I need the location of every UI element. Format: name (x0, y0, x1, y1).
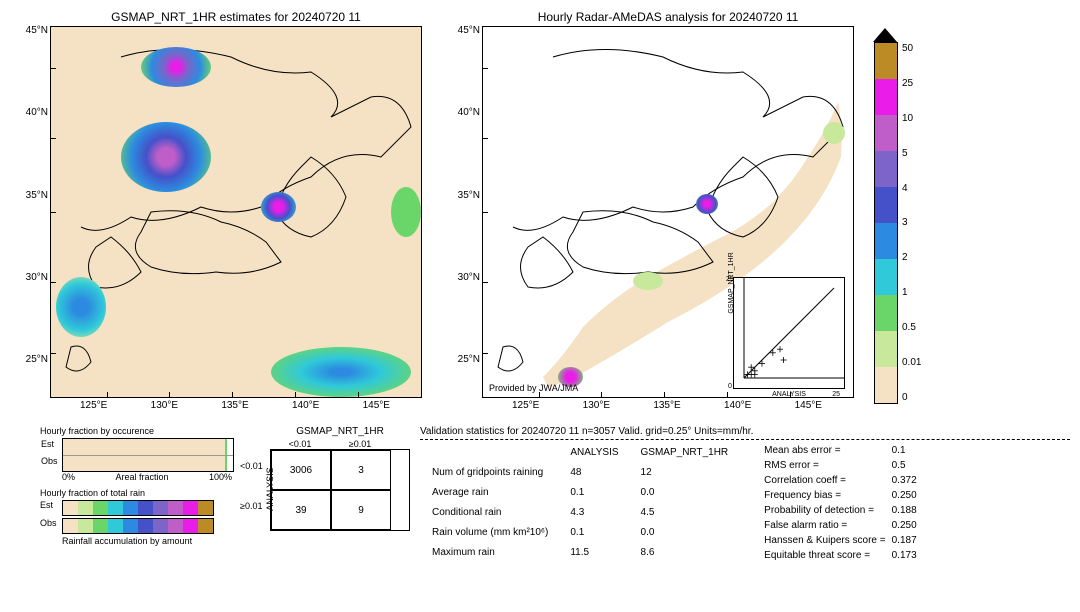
cont-cell: 39 (271, 490, 331, 530)
precip-blob (141, 47, 211, 87)
colorbar-labels: 502510543210.50.010 (902, 43, 921, 403)
row-label: Est (41, 439, 54, 449)
validation-right-table: Mean abs error =0.1RMS error =0.5Correla… (760, 442, 920, 564)
fraction-panels: Hourly fraction by occurence Est Obs 0% … (40, 426, 240, 564)
row-label: ≥0.01 (240, 501, 262, 511)
left-map-box (50, 26, 422, 398)
col-header: ANALYSIS (560, 444, 628, 462)
col-header: GSMAP_NRT_1HR (631, 444, 739, 462)
rainfall-accum-bars: Est Obs (62, 500, 240, 534)
contingency-cells: 3006 3 39 9 (270, 449, 410, 531)
top-map-row: GSMAP_NRT_1HR estimates for 20240720 11 (10, 10, 1070, 411)
map-coastlines (51, 27, 421, 397)
fraction-occurrence-bars: Est Obs (62, 438, 234, 472)
divider (420, 439, 1070, 440)
precip-blob (261, 192, 296, 222)
tick-label: 30°N (26, 272, 48, 283)
tick-label: 45°N (26, 25, 48, 36)
rainfall-obs-bar (62, 518, 214, 534)
tick-label: 135°E (221, 400, 248, 411)
axis-label: Areal fraction (115, 472, 168, 482)
rainfall-est-bar (62, 500, 214, 516)
tick-label: 130°E (151, 400, 178, 411)
left-map-title: GSMAP_NRT_1HR estimates for 20240720 11 (50, 10, 422, 24)
bottom-row: Hourly fraction by occurence Est Obs 0% … (10, 426, 1070, 564)
precip-blob (271, 347, 411, 397)
row-label: <0.01 (240, 461, 263, 471)
lon-ticks (51, 391, 421, 397)
precip-blob (121, 122, 211, 192)
rainfall-accum-title: Rainfall accumulation by amount (62, 536, 240, 546)
tick-label: 140°E (724, 400, 751, 411)
contingency-table: GSMAP_NRT_1HR <0.01 ≥0.01 ANALYSIS <0.01… (270, 426, 410, 564)
row-label: Obs (41, 456, 58, 466)
inset-ylabel: GSMAP_NRT_1HR (728, 233, 735, 333)
colorbar: 502510543210.50.010 (874, 28, 924, 411)
right-map-panel: Hourly Radar-AMeDAS analysis for 2024072… (482, 10, 854, 411)
validation-left-table: ANALYSIS GSMAP_NRT_1HR Num of gridpoints… (420, 442, 740, 564)
tick-label: 45°N (458, 25, 480, 36)
precip-blob (696, 194, 718, 214)
axis-label: 0% (62, 472, 75, 482)
lon-ticks (483, 391, 853, 397)
cont-cell: 3 (331, 450, 391, 490)
inset-ytick-max: 25 (726, 276, 734, 283)
col-label: <0.01 (270, 439, 330, 449)
tick-label: 35°N (26, 190, 48, 201)
contingency-col-headers: <0.01 ≥0.01 (270, 439, 410, 449)
precip-blob (823, 122, 845, 144)
scatter-svg (734, 278, 844, 388)
precip-blob (633, 272, 663, 290)
row-label: Obs (40, 518, 57, 528)
left-map-panel: GSMAP_NRT_1HR estimates for 20240720 11 (50, 10, 422, 411)
contingency-side-title: ANALYSIS (265, 449, 275, 529)
tick-label: 25°N (26, 354, 48, 365)
fraction-axis: 0% Areal fraction 100% (62, 472, 232, 482)
fraction-total-title: Hourly fraction of total rain (40, 488, 240, 498)
right-map-lat-axis: 45°N 40°N 35°N 30°N 25°N (444, 10, 480, 380)
tick-label: 125°E (512, 400, 539, 411)
inset-scatter: GSMAP_NRT_1HR ANALYSIS 25 0 25 (733, 277, 845, 389)
precip-blob (56, 277, 106, 337)
right-map-box: Provided by JWA/JMA GSMAP_NRT_1HR ANALYS… (482, 26, 854, 398)
tick-label: 145°E (795, 400, 822, 411)
est-bar (63, 439, 227, 455)
tick-label: 135°E (653, 400, 680, 411)
contingency-title: GSMAP_NRT_1HR (270, 426, 410, 437)
obs-bar (63, 456, 227, 472)
inset-ytick-min: 0 (728, 383, 732, 390)
tick-label: 30°N (458, 272, 480, 283)
right-map-title: Hourly Radar-AMeDAS analysis for 2024072… (482, 10, 854, 24)
lat-ticks (51, 27, 57, 397)
tick-label: 125°E (80, 400, 107, 411)
cont-cell: 3006 (271, 450, 331, 490)
axis-label: 100% (209, 472, 232, 482)
cont-cell: 9 (331, 490, 391, 530)
tick-label: 40°N (26, 107, 48, 118)
left-map-lon-axis: 125°E 130°E 135°E 140°E 145°E (50, 398, 420, 411)
tick-label: 40°N (458, 107, 480, 118)
tick-label: 140°E (292, 400, 319, 411)
validation-stats: Validation statistics for 20240720 11 n=… (420, 426, 1070, 564)
colorbar-gradient (874, 42, 898, 404)
row-label: Est (40, 500, 53, 510)
col-label: ≥0.01 (330, 439, 390, 449)
tick-label: 145°E (363, 400, 390, 411)
right-map-lon-axis: 125°E 130°E 135°E 140°E 145°E (482, 398, 852, 411)
validation-title: Validation statistics for 20240720 11 n=… (420, 426, 1070, 437)
tick-label: 35°N (458, 190, 480, 201)
precip-blob (391, 187, 421, 237)
tick-label: 25°N (458, 354, 480, 365)
lat-ticks (483, 27, 489, 397)
tick-label: 130°E (583, 400, 610, 411)
left-map-lat-axis: 45°N 40°N 35°N 30°N 25°N (12, 10, 48, 380)
fraction-occurrence-title: Hourly fraction by occurence (40, 426, 240, 436)
colorbar-overflow-icon (873, 28, 897, 42)
